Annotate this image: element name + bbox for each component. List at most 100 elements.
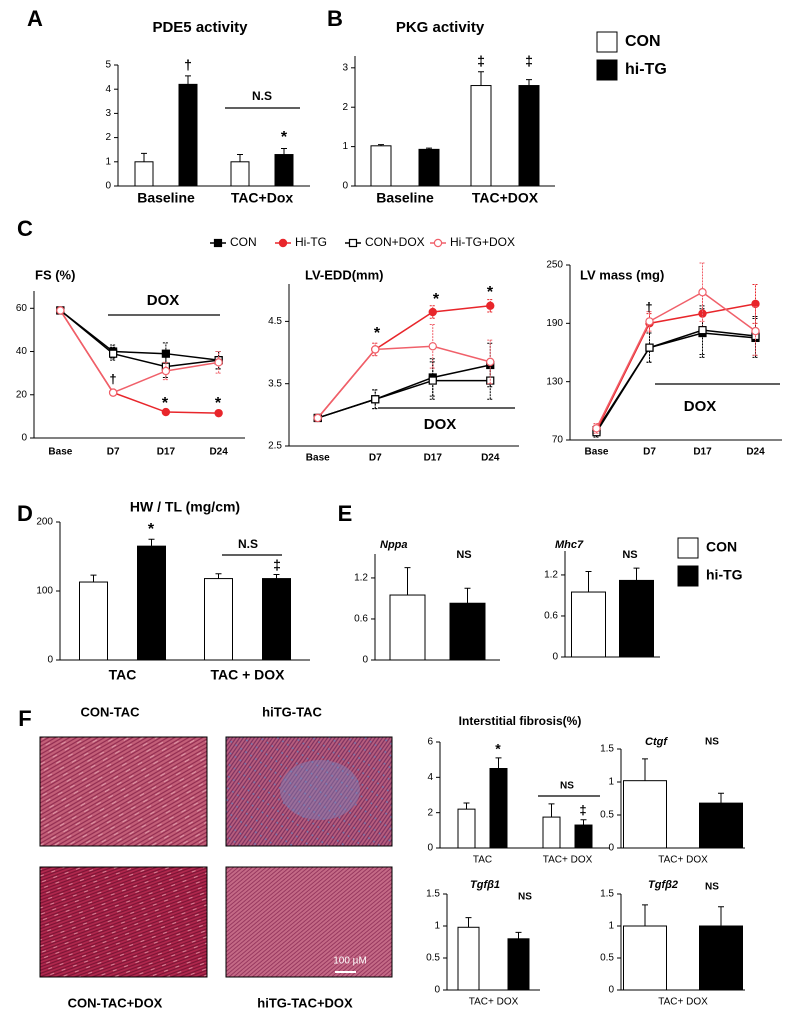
x-tick-label: TAC [109, 667, 137, 683]
annotation: * [495, 741, 501, 757]
histology-image [39, 866, 208, 978]
bar [137, 545, 166, 661]
annotation: * [162, 395, 169, 412]
bar [507, 938, 530, 991]
legend-swatch [596, 31, 618, 53]
error-bar [495, 757, 502, 769]
line [595, 291, 756, 429]
y-tick-label: 6 [427, 737, 433, 748]
y-tick-label: 0.6 [544, 611, 558, 622]
annotation: † [645, 299, 652, 314]
bar [457, 926, 480, 991]
y-tick-label: 3.5 [268, 378, 282, 389]
y-tick-label: 250 [546, 260, 563, 271]
fibrosis-region [280, 760, 360, 820]
annotation: NS [560, 781, 574, 792]
y-tick-label: 1.5 [600, 889, 614, 900]
line [317, 305, 491, 419]
point [214, 408, 223, 418]
legend-label: CON [230, 235, 257, 249]
y-tick-label: 1 [608, 921, 614, 932]
point [371, 345, 380, 354]
error-bar [633, 567, 640, 581]
error-bar [281, 147, 287, 155]
annotation: ‡ [273, 557, 281, 573]
y-tick-label: 2 [105, 132, 111, 143]
error-bar [580, 819, 587, 826]
point [428, 342, 437, 351]
legend-label: Hi-TG+DOX [450, 235, 515, 249]
x-tick-label: TAC+DOX [472, 190, 539, 206]
annotation: DOX [147, 292, 180, 309]
annotation: NS [622, 549, 637, 561]
image-caption: CON-TAC [81, 704, 141, 719]
point [751, 326, 760, 336]
error-bar [699, 262, 706, 322]
bar [470, 85, 492, 187]
y-tick-label: 2 [342, 102, 348, 113]
line [317, 379, 491, 419]
legend-label: CON+DOX [365, 235, 425, 249]
annotation: * [374, 325, 381, 342]
panel-label: E [338, 501, 353, 526]
legend-label: Hi-TG [295, 235, 327, 249]
y-tick-label: 2 [427, 807, 433, 818]
error-bar [426, 147, 432, 150]
bar [79, 581, 108, 661]
legend-label: CON [706, 539, 737, 555]
y-tick-label: 0.5 [600, 810, 614, 821]
annotation: * [281, 129, 288, 146]
point [486, 357, 495, 367]
point [56, 306, 65, 315]
error-bar [237, 154, 243, 162]
error-bar [646, 332, 653, 363]
y-tick-label: 2.5 [268, 441, 282, 452]
point [109, 349, 118, 358]
line [595, 303, 756, 431]
y-tick-label: 60 [16, 303, 28, 314]
x-tick-label: Base [306, 453, 330, 464]
y-tick-label: 0 [21, 433, 27, 444]
annotation: NS [705, 882, 719, 893]
x-tick-label: TAC+ DOX [658, 855, 708, 866]
error-bar [642, 758, 648, 781]
x-tick-label: Baseline [376, 190, 434, 206]
x-tick-label: D17 [157, 447, 176, 458]
x-tick-label: Baseline [137, 190, 195, 206]
bar [230, 161, 250, 187]
y-tick-label: 0.5 [426, 953, 440, 964]
y-tick-label: 4 [427, 772, 433, 783]
annotation: N.S [252, 89, 272, 103]
error-bar [273, 573, 280, 579]
legend-label: CON [625, 33, 661, 50]
point [428, 307, 437, 317]
y-tick-label: 4 [105, 84, 111, 95]
bar [699, 925, 743, 991]
legend-marker [348, 238, 358, 248]
point [371, 395, 380, 404]
chart-title: HW / TL (mg/cm) [130, 499, 240, 515]
bar [204, 578, 233, 661]
bar [623, 925, 667, 991]
error-bar [526, 79, 532, 86]
bar [389, 594, 426, 661]
bar [542, 816, 561, 849]
bar [518, 85, 540, 187]
x-tick-label: D7 [107, 447, 120, 458]
bar [457, 808, 476, 849]
y-tick-label: 0 [47, 655, 53, 666]
x-tick-label: TAC+Dox [231, 190, 294, 206]
x-tick-label: D7 [369, 453, 382, 464]
image-caption: hiTG-TAC+DOX [257, 995, 353, 1010]
y-tick-label: 1 [608, 777, 614, 788]
annotation: * [433, 291, 440, 308]
legend-swatch [677, 565, 699, 587]
bar [418, 148, 440, 187]
annotation: NS [705, 737, 719, 748]
y-tick-label: 1.2 [354, 573, 368, 584]
legend-marker [278, 238, 288, 248]
legend-marker [213, 238, 223, 248]
legend-label: hi-TG [625, 61, 667, 78]
